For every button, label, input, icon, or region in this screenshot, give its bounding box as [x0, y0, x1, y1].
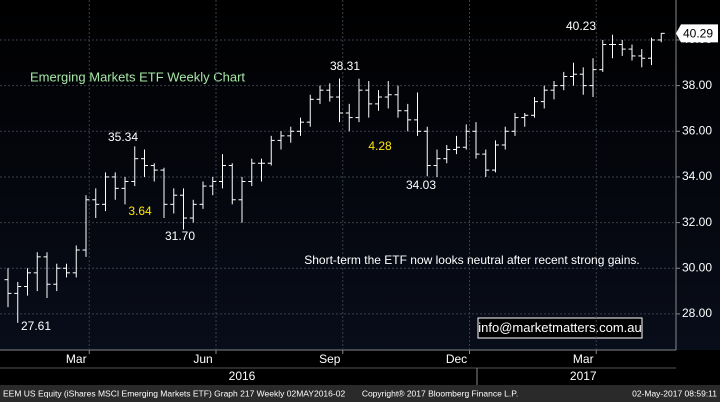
- x-tick-label: Mar: [573, 352, 594, 366]
- annotation: 35.34: [108, 130, 138, 144]
- footer-left: EEM US Equity (iShares MSCI Emerging Mar…: [3, 388, 345, 398]
- annotation: 27.61: [21, 319, 51, 333]
- x-tick-label: Jun: [193, 352, 212, 366]
- x-tick-label: Dec: [446, 352, 467, 366]
- footer-right: 02-May-2017 08:59:11: [632, 388, 717, 398]
- watermark: info@marketmatters.com.au: [478, 320, 641, 335]
- annotation: 34.03: [406, 178, 436, 192]
- annotation: 31.70: [165, 229, 195, 243]
- chart-title: Emerging Markets ETF Weekly Chart: [30, 69, 245, 84]
- footer-band: [0, 385, 720, 402]
- annotation: 38.31: [330, 59, 360, 73]
- x-tick-label: Mar: [66, 352, 87, 366]
- y-tick-label: 36.00: [682, 123, 712, 137]
- annotation: 4.28: [368, 139, 392, 153]
- watermark-box: [477, 317, 643, 339]
- footer-center: Copyright® 2017 Bloomberg Finance L.P.: [362, 388, 518, 398]
- y-tick-label: 30.00: [682, 260, 712, 274]
- y-tick-label: 34.00: [682, 169, 712, 183]
- y-tick-label: 32.00: [682, 215, 712, 229]
- last-price-label: 40.29: [683, 27, 713, 41]
- y-tick-label: 38.00: [682, 78, 712, 92]
- annotation: 3.64: [128, 204, 152, 218]
- y-tick-label: 28.00: [682, 306, 712, 320]
- x-tick-label: Sep: [319, 352, 341, 366]
- year-label: 2016: [229, 369, 256, 383]
- year-label: 2017: [570, 369, 597, 383]
- last-price-box: [676, 24, 718, 43]
- annotation: 40.23: [566, 19, 596, 33]
- annotation: Short-term the ETF now looks neutral aft…: [304, 253, 639, 267]
